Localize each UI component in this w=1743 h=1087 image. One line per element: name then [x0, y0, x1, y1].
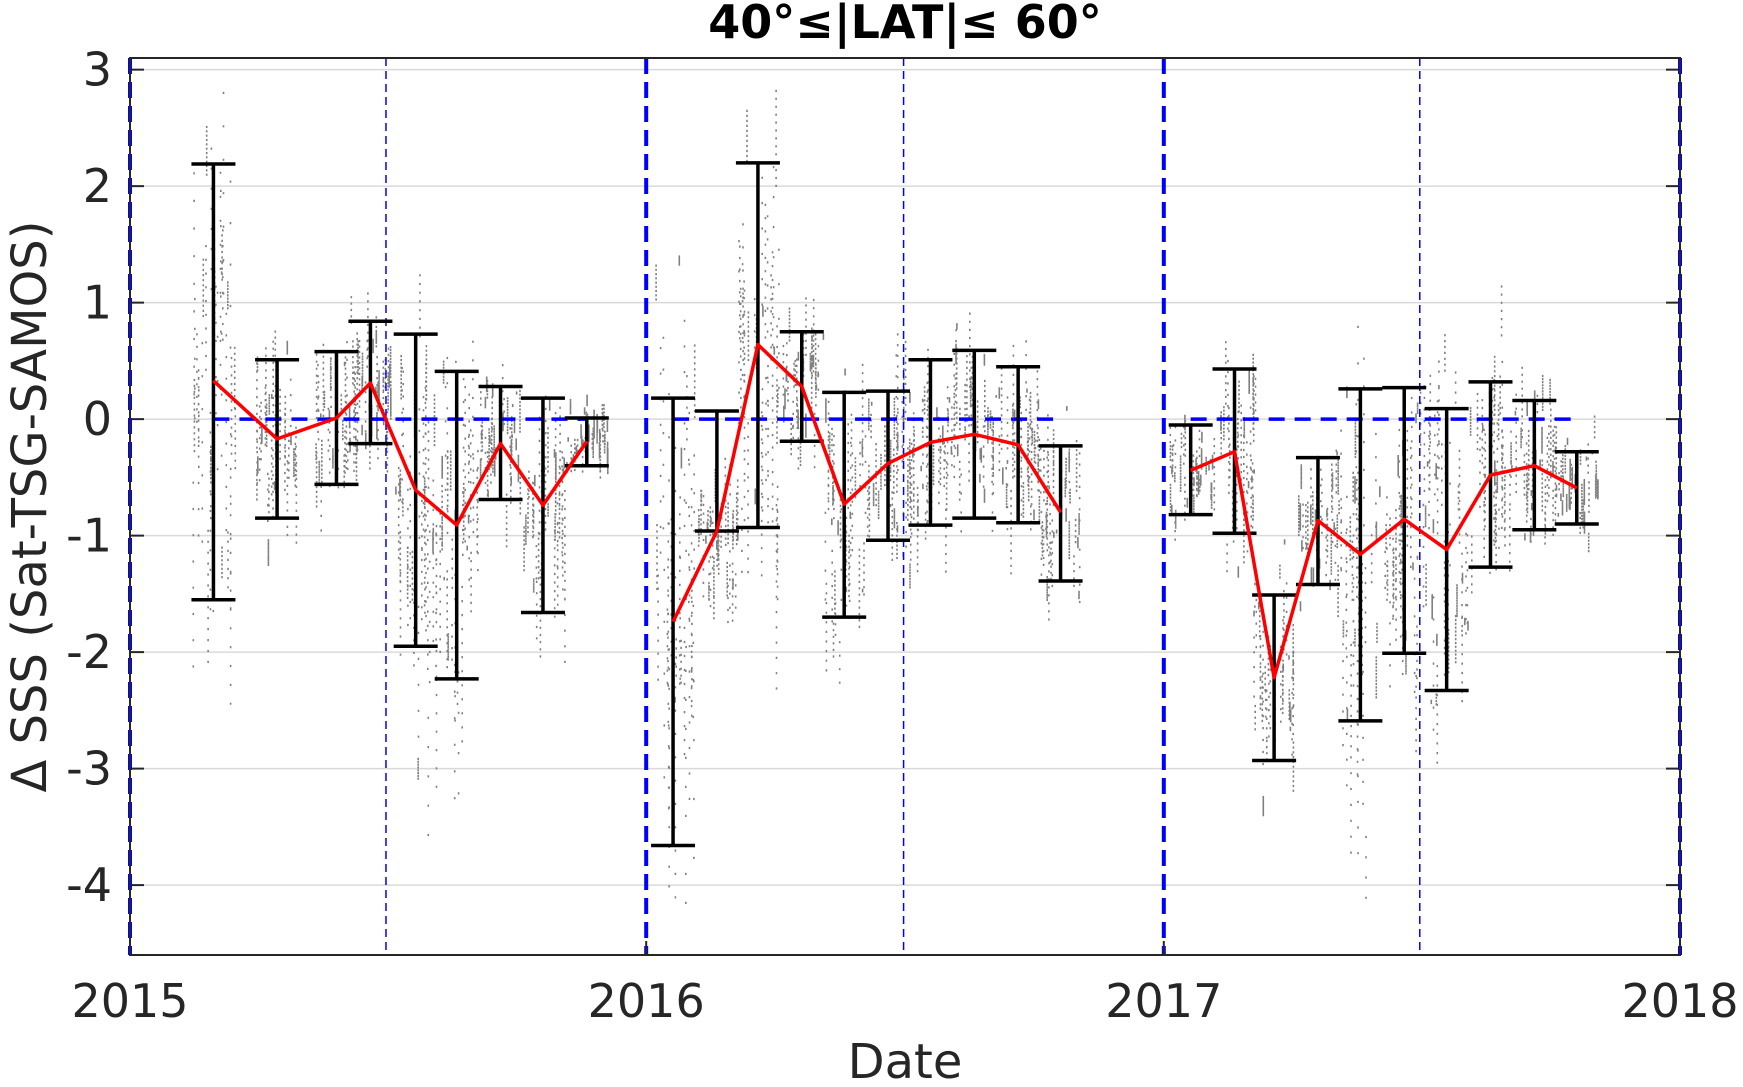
error-bar — [694, 409, 739, 533]
y-tick-label: 0 — [83, 392, 112, 446]
y-tick-label: -2 — [66, 625, 112, 679]
chart-title: 40°≤|LAT|≤ 60° — [708, 0, 1101, 50]
x-axis-label: Date — [848, 1034, 963, 1087]
mean-line-2017 — [1190, 449, 1578, 680]
mean-lines — [212, 342, 1578, 680]
grid-lines — [130, 68, 1680, 887]
mean-line-2015 — [212, 379, 589, 527]
scatter-point-cloud — [192, 89, 1599, 905]
error-bar — [1038, 444, 1083, 583]
x-tick-label: 2016 — [588, 974, 705, 1028]
y-tick-label: 3 — [83, 43, 112, 97]
error-bar — [651, 396, 696, 848]
y-tick-label: -3 — [66, 742, 112, 796]
x-tick-label: 2017 — [1105, 974, 1222, 1028]
y-tick-label: 1 — [83, 276, 112, 330]
mean-line-2016 — [671, 342, 1063, 623]
x-tick-labels: 2015 2016 2017 2018 — [71, 941, 1739, 1028]
plot-frame — [129, 57, 1681, 956]
y-tick-label: 2 — [83, 159, 112, 213]
y-tick-label: -1 — [66, 509, 112, 563]
y-tick-labels: 3 2 1 0 -1 -2 -3 -4 — [66, 43, 112, 912]
y-axis-label: Δ SSS (Sat-TSG-SAMOS) — [2, 221, 58, 793]
x-tick-label: 2018 — [1621, 974, 1738, 1028]
x-tick-label: 2015 — [71, 974, 188, 1028]
scatter-points — [192, 89, 1599, 905]
y-tick-label: -4 — [66, 858, 112, 912]
